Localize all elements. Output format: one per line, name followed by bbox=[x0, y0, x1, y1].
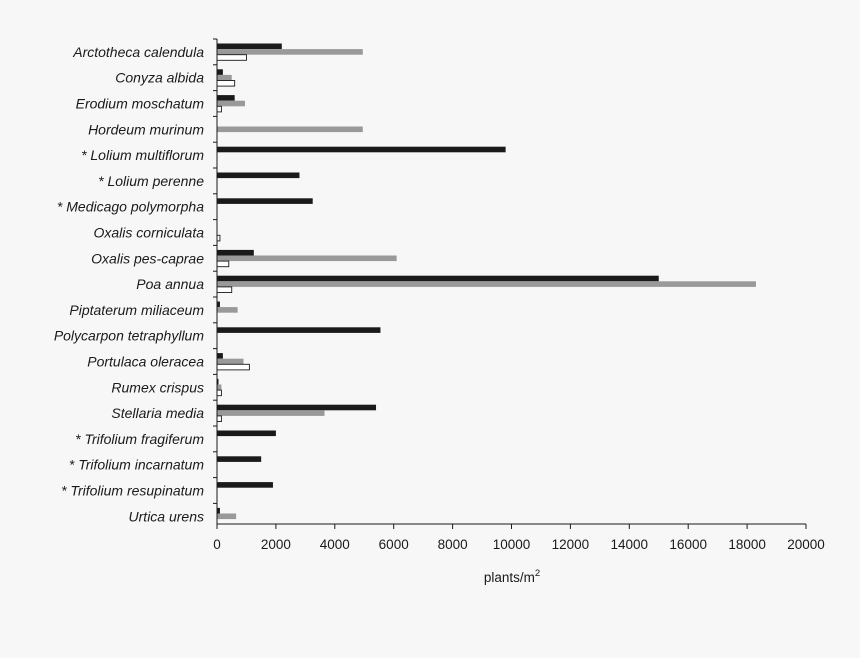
bar-series-1 bbox=[217, 404, 377, 411]
x-tick-label: 6000 bbox=[379, 537, 409, 552]
bar-series-1 bbox=[217, 353, 223, 359]
category-label: Oxalis pes-caprae bbox=[91, 250, 204, 266]
bar-series-2 bbox=[217, 307, 238, 313]
bar-series-1 bbox=[217, 172, 300, 179]
bar-series-3 bbox=[216, 286, 233, 293]
bar-series-3 bbox=[216, 105, 222, 113]
category-label: * Trifolium fragiferum bbox=[75, 431, 204, 447]
x-tick-label: 14000 bbox=[611, 537, 649, 552]
x-tick-label: 8000 bbox=[438, 537, 468, 552]
bar-series-1 bbox=[217, 430, 276, 437]
x-tick-label: 10000 bbox=[493, 537, 531, 552]
category-label: Stellaria media bbox=[111, 405, 204, 421]
bar-series-2 bbox=[217, 281, 756, 287]
category-label: Hordeum murinum bbox=[88, 121, 204, 137]
bar-series-1 bbox=[217, 146, 506, 153]
bar-series-2 bbox=[217, 255, 397, 262]
category-label: Piptaterum miliaceum bbox=[69, 302, 204, 318]
category-label: * Trifolium incarnatum bbox=[69, 457, 204, 473]
bar-series-1 bbox=[217, 456, 262, 462]
bar-series-2 bbox=[217, 49, 363, 55]
bar-series-2 bbox=[217, 513, 237, 520]
bar-series-2 bbox=[217, 126, 363, 133]
x-axis-label-text: plants/m bbox=[484, 570, 535, 585]
bar-series-3 bbox=[216, 389, 222, 397]
y-axis-ticks bbox=[213, 38, 217, 504]
bar-series-1 bbox=[217, 378, 219, 385]
bar-series-3 bbox=[216, 80, 236, 87]
category-label: Polycarpon tetraphyllum bbox=[54, 328, 205, 344]
category-label: Rumex crispus bbox=[111, 379, 204, 395]
bars-group bbox=[216, 43, 756, 520]
bar-series-1 bbox=[217, 198, 313, 204]
x-axis-label-superscript: 2 bbox=[535, 568, 540, 579]
x-tick-label: 4000 bbox=[320, 537, 350, 552]
category-label: Oxalis corniculata bbox=[94, 225, 205, 241]
bar-series-2 bbox=[217, 100, 245, 107]
bar-series-3 bbox=[216, 363, 250, 371]
bar-series-1 bbox=[217, 69, 223, 75]
bar-series-1 bbox=[217, 301, 220, 308]
x-axis-ticks: 0 2000 4000 6000 8000 10000 12000 14000 16000 180… bbox=[213, 524, 825, 552]
bar-series-1 bbox=[217, 482, 273, 488]
x-axis-label: plants/m2 bbox=[484, 568, 540, 585]
category-label: Arctotheca calendula bbox=[72, 44, 204, 60]
category-label: Poa annua bbox=[136, 276, 204, 292]
x-tick-label: 20000 bbox=[787, 537, 825, 552]
category-label: Portulaca oleracea bbox=[87, 354, 204, 370]
bar-series-1 bbox=[217, 95, 235, 101]
bar-series-1 bbox=[217, 275, 659, 282]
category-labels: Arctotheca calendula Conyza albida Erodium… bbox=[54, 44, 205, 524]
category-label: * Lolium perenne bbox=[98, 173, 204, 189]
x-tick-label: 2000 bbox=[261, 537, 291, 552]
category-label: Conyza albida bbox=[115, 70, 204, 86]
bar-series-3 bbox=[216, 54, 247, 61]
bar-series-1 bbox=[217, 507, 220, 514]
bar-series-1 bbox=[217, 249, 254, 256]
category-label: Urtica urens bbox=[129, 508, 204, 524]
x-tick-label: 12000 bbox=[552, 537, 590, 552]
x-tick-label: 0 bbox=[213, 537, 221, 552]
bar-series-1 bbox=[217, 327, 381, 333]
bar-series-3 bbox=[216, 415, 222, 422]
x-tick-label: 18000 bbox=[728, 537, 766, 552]
category-label: * Trifolium resupinatum bbox=[61, 483, 204, 499]
bar-series-2 bbox=[217, 358, 244, 365]
category-label: * Medicago polymorpha bbox=[57, 199, 204, 215]
bar-series-3 bbox=[216, 260, 230, 268]
bar-series-1 bbox=[217, 43, 282, 50]
bar-series-2 bbox=[217, 410, 325, 416]
bar-series-2 bbox=[217, 384, 222, 391]
x-tick-label: 16000 bbox=[669, 537, 707, 552]
category-label: Erodium moschatum bbox=[76, 96, 205, 112]
bar-series-2 bbox=[217, 74, 232, 81]
category-label: * Lolium multiflorum bbox=[81, 147, 204, 163]
